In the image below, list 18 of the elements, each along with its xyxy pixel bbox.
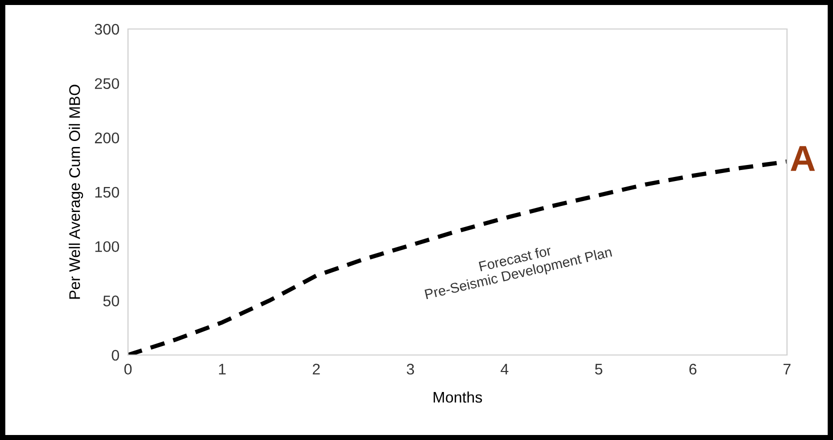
x-tick-label: 3 — [406, 364, 414, 375]
y-tick-label: 50 — [103, 296, 120, 306]
y-tick-label: 0 — [112, 350, 120, 361]
x-axis-title: Months — [434, 391, 482, 403]
y-tick-label: 300 — [94, 24, 120, 35]
x-tick-label: 7 — [784, 364, 790, 374]
x-tick-label: 2 — [312, 364, 320, 374]
x-tick-label: 1 — [219, 364, 226, 374]
annotation: A — [790, 146, 815, 171]
y-tick-label: 100 — [95, 241, 120, 252]
y-tick-label: 200 — [94, 132, 120, 144]
y-tick-label: 250 — [94, 78, 120, 90]
x-tick-label: 6 — [689, 364, 696, 375]
x-tick-label: 0 — [124, 364, 132, 375]
y-tick-label: 150 — [95, 186, 120, 198]
y-axis-title: Per Well Average Cum Oil MBO — [68, 84, 84, 299]
x-tick-label: 5 — [595, 364, 602, 375]
x-tick-label: 4 — [500, 364, 508, 374]
